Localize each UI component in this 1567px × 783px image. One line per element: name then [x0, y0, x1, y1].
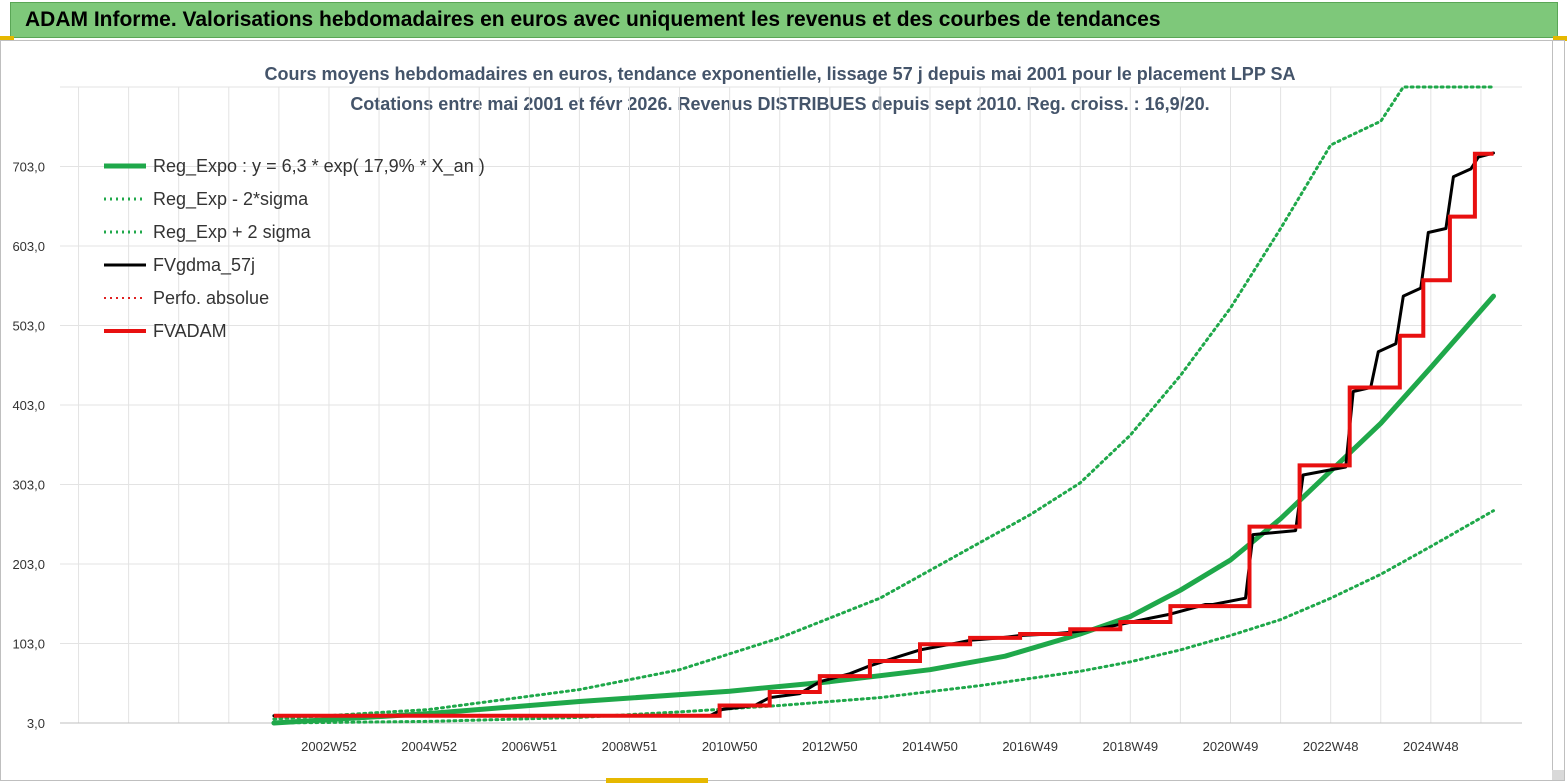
- x-tick-label: 2014W50: [902, 739, 958, 754]
- x-tick-label: 2004W52: [401, 739, 457, 754]
- y-tick-label: 403,0: [12, 398, 45, 413]
- x-tick-label: 2010W50: [702, 739, 758, 754]
- chart-title-line-1: Cours moyens hebdomadaires en euros, ten…: [264, 64, 1295, 84]
- series-line-2: [272, 85, 1495, 721]
- y-tick-label: 203,0: [12, 557, 45, 572]
- x-axis: 2002W52 2004W52 2006W51 2008W51 2010W50 2012W…: [301, 739, 1459, 754]
- y-tick-label: 303,0: [12, 478, 45, 493]
- x-tick-label: 2024W48: [1403, 739, 1459, 754]
- x-tick-label: 2008W51: [602, 739, 658, 754]
- y-tick-label: 103,0: [12, 637, 45, 652]
- x-tick-label: 2018W49: [1103, 739, 1159, 754]
- right-accent-mark: [1553, 36, 1567, 41]
- x-tick-label: 2016W49: [1002, 739, 1058, 754]
- series-line-5: [273, 151, 1494, 718]
- report-header: ADAM Informe. Valorisations hebdomadaire…: [10, 2, 1558, 38]
- left-accent-mark: [0, 36, 14, 41]
- legend-label: Reg_Exp - 2*sigma: [153, 189, 309, 210]
- series-line-3: [272, 151, 1495, 718]
- series-line-0: [271, 293, 1496, 726]
- vertical-scrollbar[interactable]: [1552, 40, 1565, 780]
- legend-label: Perfo. absolue: [153, 288, 269, 308]
- y-tick-label: 703,0: [12, 160, 45, 175]
- series-layer: [271, 85, 1496, 726]
- report-title: ADAM Informe. Valorisations hebdomadaire…: [25, 8, 1161, 31]
- y-axis: 3,0 103,0 203,0 303,0 403,0 503,0 603,0 703,0: [12, 160, 45, 732]
- legend-label: Reg_Expo : y = 6,3 * exp( 17,9% * X_an ): [153, 156, 485, 177]
- x-tick-label: 2020W49: [1203, 739, 1259, 754]
- y-tick-label: 503,0: [12, 319, 45, 334]
- series-line-1: [272, 509, 1495, 725]
- legend-label: Reg_Exp + 2 sigma: [153, 222, 312, 243]
- x-tick-label: 2002W52: [301, 739, 357, 754]
- chart-area: Cours moyens hebdomadaires en euros, ten…: [12, 64, 1522, 754]
- legend-label: FVADAM: [153, 321, 227, 341]
- x-tick-label: 2012W50: [802, 739, 858, 754]
- y-tick-label: 3,0: [27, 716, 45, 731]
- legend: Reg_Expo : y = 6,3 * exp( 17,9% * X_an )…: [104, 156, 485, 341]
- plot-grid: [60, 86, 1522, 724]
- x-tick-label: 2006W51: [501, 739, 557, 754]
- x-tick-label: 2022W48: [1303, 739, 1359, 754]
- y-tick-label: 603,0: [12, 239, 45, 254]
- bottom-accent-mark: [606, 778, 708, 783]
- legend-label: FVgdma_57j: [153, 255, 255, 276]
- chart-frame: [0, 40, 1565, 781]
- scrollbar-corner: [1552, 770, 1564, 780]
